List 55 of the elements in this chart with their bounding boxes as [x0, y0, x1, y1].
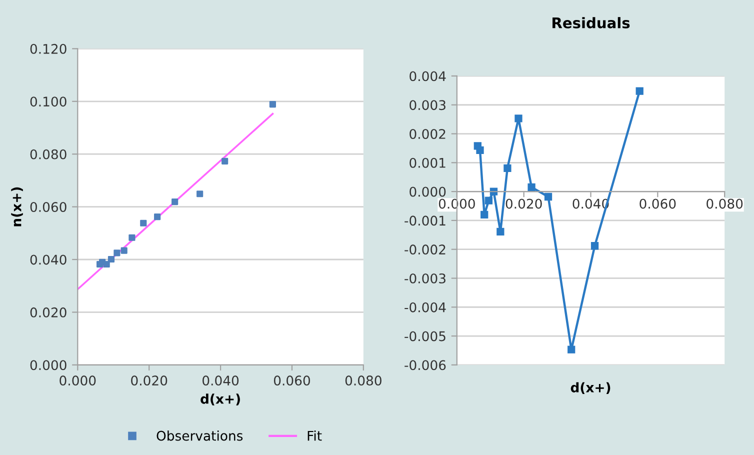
point — [222, 158, 228, 164]
y-axis-title: n(x+) — [11, 187, 23, 226]
y-tick-label: 0.004 — [410, 71, 446, 82]
y-tick-label: 0.080 — [30, 149, 66, 160]
x-tick-label: 0.020 — [506, 198, 542, 209]
y-tick-label: -0.001 — [404, 216, 446, 226]
point — [636, 87, 644, 95]
x-tick-label: 0.000 — [438, 198, 475, 209]
y-tick-label: 0.001 — [410, 158, 446, 168]
x-tick-label: 0.060 — [640, 198, 676, 209]
point — [504, 164, 512, 172]
y-tick-label: 0.040 — [30, 254, 66, 265]
point — [172, 198, 178, 206]
y-tick-label: 0.100 — [30, 96, 66, 107]
y-tick-label: -0.002 — [404, 244, 446, 255]
y-tick-label: 0.003 — [410, 100, 446, 110]
x-tick-label: 0.020 — [131, 376, 168, 386]
point — [568, 346, 576, 354]
y-tick-label: 0.002 — [410, 128, 446, 139]
x-tick-label: 0.080 — [706, 198, 743, 209]
x-tick-label: 0.080 — [345, 376, 382, 386]
x-axis-title: d(x+) — [200, 394, 240, 406]
y-tick-label: -0.006 — [404, 360, 446, 370]
chart-title: Residuals — [552, 17, 630, 28]
point — [103, 260, 110, 268]
point — [496, 228, 504, 236]
point — [514, 114, 522, 122]
x-tick-label: 0.060 — [274, 376, 310, 386]
point — [140, 220, 147, 226]
y-tick-label: -0.003 — [404, 273, 446, 284]
point — [196, 190, 204, 198]
point — [590, 242, 599, 250]
point — [476, 146, 484, 154]
point — [154, 214, 161, 220]
y-tick-label: -0.005 — [404, 331, 446, 342]
point — [484, 196, 493, 204]
point — [128, 234, 136, 241]
y-tick-label: 0.020 — [30, 307, 66, 318]
point — [108, 256, 115, 263]
point — [528, 183, 536, 192]
point — [490, 188, 498, 196]
y-tick-label: 0.120 — [30, 44, 66, 54]
y-tick-label: -0.004 — [404, 302, 446, 312]
point — [114, 250, 120, 256]
x-tick-label: 0.000 — [60, 376, 96, 386]
x-tick-label: 0.040 — [202, 376, 239, 386]
point — [120, 247, 128, 254]
legend-label: Observations — [156, 430, 243, 441]
y-tick-label: 0.000 — [30, 360, 66, 370]
point — [544, 192, 552, 201]
x-axis-title: d(x+) — [570, 382, 610, 394]
y-tick-label: 0.000 — [410, 186, 446, 197]
point — [480, 210, 488, 218]
point — [269, 100, 276, 108]
legend-label: Fit — [308, 430, 322, 441]
